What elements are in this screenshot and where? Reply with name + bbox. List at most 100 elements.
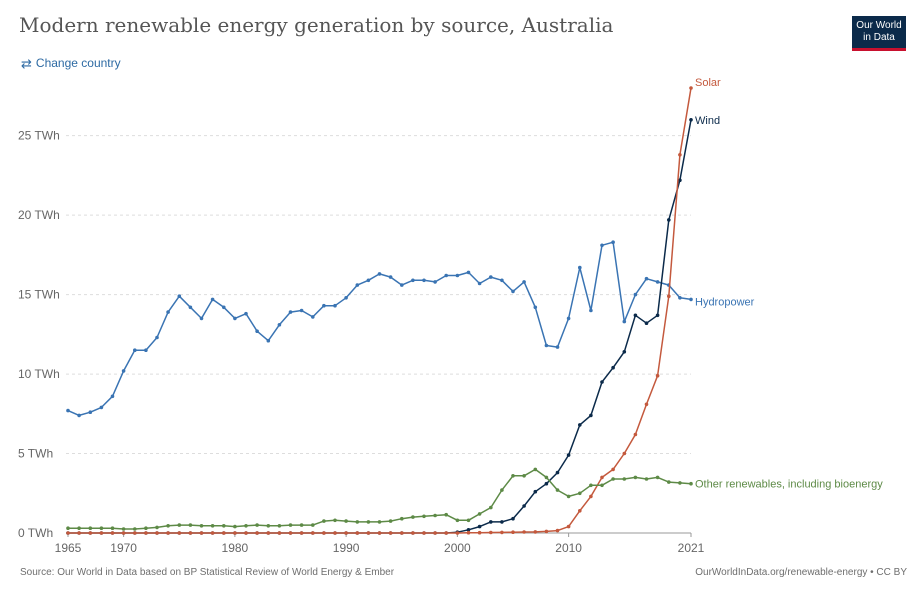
data-point bbox=[311, 523, 315, 527]
data-point bbox=[88, 526, 93, 530]
data-point bbox=[344, 296, 348, 300]
data-point bbox=[422, 514, 426, 519]
data-point bbox=[655, 280, 660, 284]
data-point bbox=[166, 531, 170, 535]
data-point bbox=[555, 528, 560, 533]
data-point bbox=[667, 294, 671, 299]
data-point bbox=[533, 489, 538, 494]
y-tick-label: 10 TWh bbox=[18, 367, 60, 381]
source-url[interactable]: OurWorldInData.org/renewable-energy • CC… bbox=[695, 567, 907, 578]
logo-line-1: Our World bbox=[856, 20, 902, 31]
data-point bbox=[377, 272, 382, 276]
data-point bbox=[544, 529, 549, 534]
data-point bbox=[600, 483, 604, 488]
data-point bbox=[533, 305, 538, 310]
source-note: Source: Our World in Data based on BP St… bbox=[20, 567, 395, 578]
data-point bbox=[99, 405, 104, 410]
data-point bbox=[110, 531, 115, 535]
data-point bbox=[578, 423, 582, 427]
data-point bbox=[489, 520, 493, 524]
data-point bbox=[166, 524, 170, 528]
data-point bbox=[199, 316, 204, 321]
data-point bbox=[144, 348, 148, 353]
series-line-hydropower bbox=[67, 241, 692, 417]
data-point bbox=[455, 518, 460, 523]
data-point bbox=[477, 530, 482, 535]
data-point bbox=[222, 524, 226, 528]
data-point bbox=[233, 531, 237, 535]
series-line-other bbox=[68, 468, 692, 530]
data-point bbox=[678, 296, 682, 300]
data-point bbox=[466, 518, 471, 523]
data-point bbox=[622, 350, 627, 354]
data-point bbox=[600, 475, 604, 480]
data-point bbox=[589, 494, 593, 499]
data-point bbox=[466, 528, 471, 532]
data-point bbox=[177, 523, 182, 527]
data-point bbox=[366, 278, 371, 283]
data-point bbox=[455, 273, 460, 278]
data-point bbox=[489, 505, 493, 510]
owid-logo[interactable]: Our World in Data bbox=[852, 16, 906, 51]
data-point bbox=[277, 323, 282, 327]
data-point bbox=[244, 531, 248, 535]
data-point bbox=[188, 531, 193, 535]
data-point bbox=[622, 477, 627, 481]
data-point bbox=[689, 118, 693, 122]
data-point bbox=[411, 531, 415, 535]
data-point bbox=[355, 520, 360, 524]
data-point bbox=[511, 289, 515, 294]
data-point bbox=[255, 523, 259, 527]
data-point bbox=[566, 494, 571, 499]
data-point bbox=[667, 218, 671, 222]
y-tick-label: 15 TWh bbox=[18, 288, 60, 302]
data-point bbox=[466, 530, 471, 535]
data-point bbox=[77, 526, 81, 530]
x-tick-label: 2000 bbox=[444, 541, 471, 555]
data-point bbox=[377, 520, 382, 524]
data-point bbox=[622, 319, 627, 324]
data-point bbox=[133, 527, 137, 531]
data-point bbox=[233, 524, 237, 529]
data-point bbox=[66, 526, 70, 530]
data-point bbox=[489, 530, 493, 535]
data-point bbox=[422, 278, 426, 283]
series-label: Hydropower bbox=[695, 296, 755, 308]
data-point bbox=[377, 531, 382, 535]
x-tick-label: 1980 bbox=[222, 541, 249, 555]
data-point bbox=[555, 470, 560, 475]
data-point bbox=[477, 524, 482, 529]
data-point bbox=[400, 516, 404, 521]
data-point bbox=[500, 488, 504, 492]
data-point bbox=[400, 531, 404, 535]
x-tick-label: 1965 bbox=[55, 541, 82, 555]
data-point bbox=[366, 520, 371, 524]
data-point bbox=[578, 491, 582, 496]
x-tick-label: 1970 bbox=[110, 541, 137, 555]
data-point bbox=[99, 531, 104, 535]
data-point bbox=[299, 308, 304, 313]
data-point bbox=[633, 313, 638, 318]
data-point bbox=[144, 531, 148, 535]
data-point bbox=[166, 310, 170, 314]
data-point bbox=[244, 311, 248, 316]
data-point bbox=[255, 329, 259, 334]
data-point bbox=[77, 413, 81, 418]
data-point bbox=[355, 531, 360, 535]
data-point bbox=[633, 475, 638, 480]
change-country-button[interactable]: ⇄ Change country bbox=[21, 56, 121, 70]
change-country-label: Change country bbox=[35, 56, 121, 70]
data-point bbox=[133, 348, 137, 353]
data-point bbox=[210, 297, 215, 302]
x-tick-label: 2021 bbox=[678, 541, 705, 555]
data-point bbox=[689, 481, 693, 486]
data-point bbox=[600, 380, 604, 384]
data-point bbox=[388, 519, 393, 523]
series-label: Solar bbox=[695, 77, 721, 89]
data-point bbox=[199, 524, 204, 528]
data-point bbox=[589, 308, 593, 313]
data-point bbox=[589, 483, 593, 488]
data-point bbox=[277, 531, 282, 535]
data-point bbox=[266, 338, 271, 343]
data-point bbox=[322, 531, 326, 535]
